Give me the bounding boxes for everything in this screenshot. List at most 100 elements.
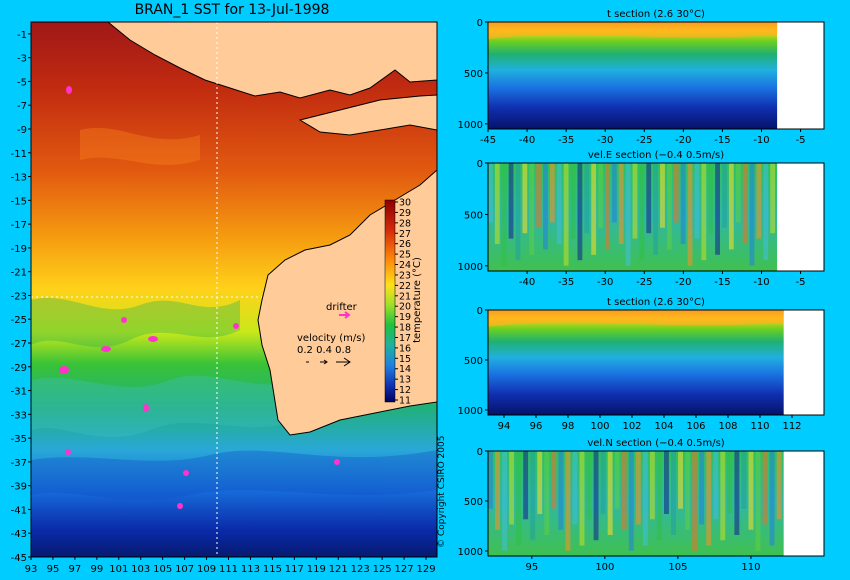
- vel-e-section-stripe: [598, 163, 603, 228]
- vel-e-section-stripe: [735, 163, 741, 223]
- colorbar-tick-label: 30: [399, 198, 411, 209]
- vel-n-section-stripe: [579, 451, 585, 546]
- vel-n-section-stripe: [720, 451, 726, 541]
- vel-e-section-stripe: [749, 163, 755, 266]
- map-x-tick-label: 95: [47, 564, 60, 575]
- colorbar-swatch: [384, 199, 396, 403]
- map-x-tick-label: 109: [197, 564, 216, 575]
- map-x-tick-label: 125: [373, 564, 392, 575]
- t-section-latitude-y-tick-label: 0: [477, 18, 483, 29]
- drifter-marker: [183, 470, 189, 476]
- map-x-tick-label: 129: [416, 564, 435, 575]
- map-y-tick-label: -1: [17, 30, 27, 41]
- velocity-arrow-large-icon: [336, 357, 351, 367]
- drifter-marker: [177, 503, 183, 509]
- t-section-latitude-frame: [487, 21, 825, 130]
- t-section-longitude-x-tick-label: 112: [782, 421, 801, 432]
- colorbar-label: temperature (°C): [412, 257, 423, 343]
- t-section-latitude-x-tick-label: -40: [519, 135, 535, 146]
- map-x-tick-label: 127: [395, 564, 414, 575]
- map-x-tick-label: 123: [351, 564, 370, 575]
- eddy-texture: [31, 127, 437, 500]
- t-section-longitude-y-tick-label: 500: [464, 356, 483, 367]
- vel-e-section-stripe: [708, 163, 714, 234]
- map-x-tick-label: 101: [109, 564, 128, 575]
- map-y-tick-label: -17: [11, 220, 27, 231]
- vel-n-section-stripe: [572, 451, 578, 525]
- vel-e-section-stripe: [722, 163, 727, 228]
- t-section-latitude-y-tick-label: 500: [464, 69, 483, 80]
- map-y-tick-label: -23: [11, 291, 27, 302]
- map-y-tick-label: -37: [11, 458, 27, 469]
- vel-e-section-x-tick-label: -15: [714, 277, 730, 288]
- vel-n-section-stripe: [558, 451, 564, 530]
- vel-n-section-stripe: [649, 451, 655, 520]
- vel-n-section-stripe: [685, 451, 691, 530]
- t-section-longitude-frame: [487, 309, 825, 416]
- drifter-marker: [148, 336, 158, 342]
- colorbar-tick-label: 14: [399, 364, 411, 375]
- drifter-marker: [66, 86, 72, 94]
- vel-e-section-stripe: [488, 163, 493, 223]
- vel-n-section-stripe: [727, 451, 733, 514]
- vel-n-section-stripe: [678, 451, 684, 509]
- vel-n-section-stripe: [600, 451, 606, 514]
- vel-e-section-x-tick-label: -20: [675, 277, 691, 288]
- colorbar-tick-label: 24: [399, 260, 411, 271]
- vel-n-section-stripe: [706, 451, 712, 546]
- vel-n-section-stripe: [635, 451, 641, 525]
- vel-e-section-stripe: [584, 163, 590, 234]
- vel-n-section-stripe: [664, 451, 669, 514]
- vel-e-section-x-tick-label: -30: [597, 277, 613, 288]
- vel-n-section-frame: [487, 450, 825, 557]
- vel-e-section-x-tick-label: -10: [753, 277, 769, 288]
- map-y-tick-label: -25: [11, 315, 27, 326]
- map-x-axis: 93 95 97 99 101 103 105 107 109 111 113 115 117 119 12…: [25, 557, 436, 575]
- vel-e-section-frame: [487, 162, 825, 272]
- map-frame: [30, 21, 438, 558]
- colorbar-tick-label: 15: [399, 354, 411, 365]
- drifter-marker: [121, 317, 127, 323]
- t-section-longitude-x-tick-label: 94: [498, 421, 511, 432]
- vel-e-section-stripe: [694, 163, 700, 239]
- t-section-latitude-field: [488, 22, 778, 129]
- t-section-longitude-surface-layer: [488, 310, 784, 327]
- t-section-longitude-x-tick-label: 100: [590, 421, 609, 432]
- colorbar-tick-label: 18: [399, 323, 411, 334]
- vel-e-section-stripe: [522, 163, 528, 234]
- vel-e-section-stripe: [591, 163, 597, 255]
- colorbar-tick-label: 22: [399, 281, 411, 292]
- vel-e-section-stripe: [515, 163, 521, 261]
- vel-e-section-stripe: [756, 163, 762, 239]
- map-x-tick-label: 99: [90, 564, 103, 575]
- vel-n-section-x-tick-label: 100: [595, 562, 614, 573]
- drifter-marker: [233, 323, 239, 329]
- colorbar-tick-label: 17: [399, 333, 411, 344]
- drifter-marker: [65, 449, 71, 455]
- colorbar-tick-label: 28: [399, 218, 411, 229]
- vel-e-section-stripe: [715, 163, 720, 255]
- map-y-tick-label: -5: [17, 77, 27, 88]
- vel-n-section-stripe: [734, 451, 740, 535]
- velocity-arrow-medium-icon: [320, 359, 328, 365]
- velocity-legend-scale: 0.2 0.4 0.8: [297, 345, 351, 356]
- vel-n-section: vel.N section (−0.4 0.5m/s) 95 100 105 110 0 5…: [458, 438, 825, 573]
- vel-n-section-stripe: [699, 451, 705, 525]
- t-section-latitude-x-tick-label: -5: [796, 135, 806, 146]
- t-section-latitude-x-tick-label: -30: [597, 135, 613, 146]
- map-y-tick-label: -31: [11, 387, 27, 398]
- vel-n-section-stripe: [565, 451, 571, 551]
- map-y-axis: -1 -3 -5 -7 -9 -11 -13 -15 -17 -19 -21 -23 -25 -27 -29…: [11, 30, 31, 564]
- vel-n-section-x-tick-label: 105: [668, 562, 687, 573]
- sst-map: [30, 21, 438, 558]
- vel-n-section-stripe: [762, 451, 768, 525]
- vel-e-section: vel.E section (−0.4 0.5m/s) -40 -35 -30 -25 -…: [458, 150, 825, 288]
- vel-e-section-x-tick-label: -5: [796, 277, 806, 288]
- t-section-latitude-x-tick-label: -20: [675, 135, 691, 146]
- t-section-longitude-x-tick-label: 108: [718, 421, 737, 432]
- vel-n-section-stripe: [502, 451, 508, 551]
- vel-n-section-stripe: [551, 451, 557, 509]
- vel-e-section-stripe: [556, 163, 562, 244]
- vel-n-section-stripe: [530, 451, 536, 541]
